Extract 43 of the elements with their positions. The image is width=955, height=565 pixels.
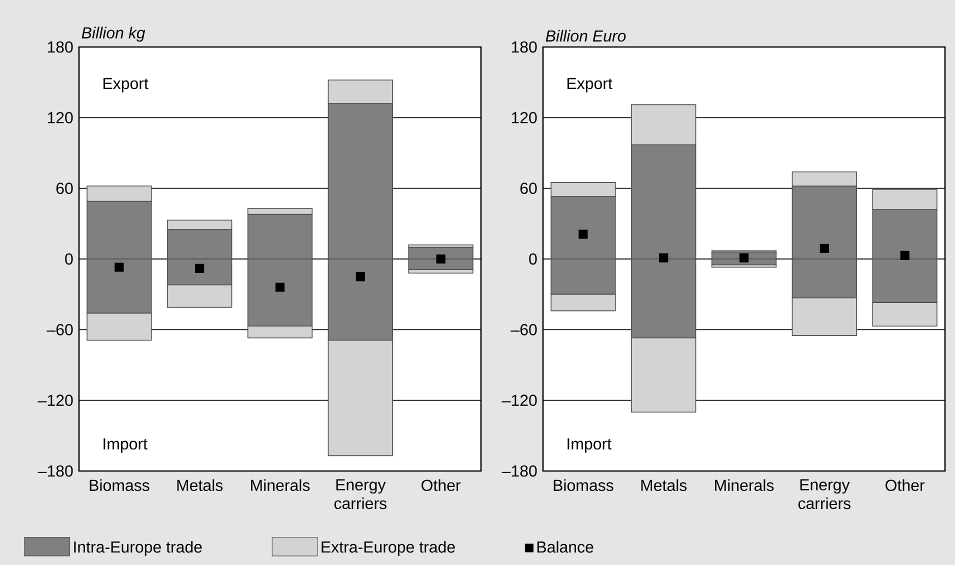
- annotation: Import: [104, 438, 148, 453]
- legend-label: Balance: [537, 540, 594, 553]
- x-tick-label: Metals: [641, 479, 687, 492]
- y-tick-label: 180: [512, 41, 537, 53]
- y-tick-label: 180: [48, 41, 73, 53]
- y-tick-label: 120: [512, 112, 537, 124]
- x-tick-label: Biomass: [554, 479, 614, 492]
- x-tick-label: Metals: [177, 479, 223, 492]
- annotation: Export: [104, 78, 148, 92]
- legend-label: Extra-Europe trade: [322, 540, 455, 556]
- point: [114, 262, 124, 272]
- point: [739, 253, 749, 262]
- x-tick-label: Other: [422, 479, 461, 492]
- x-tick-label: Biomass: [90, 479, 150, 492]
- x-tick-label: Minerals: [715, 479, 774, 492]
- x-tick-label: Other: [886, 479, 925, 492]
- y-tick-label: 60: [56, 182, 73, 194]
- y-tick-label: –180: [38, 465, 73, 477]
- y-tick-label: –180: [502, 465, 537, 477]
- y-tick-label: –120: [502, 394, 537, 406]
- y-axis-title: Billion kg: [82, 26, 146, 42]
- y-axis-title: Billion Euro: [546, 30, 626, 42]
- point: [275, 282, 285, 292]
- y-tick-label: –60: [510, 324, 537, 336]
- x-tick-label: Energy carriers: [334, 479, 386, 510]
- y-tick-label: –120: [38, 394, 73, 406]
- legend-label: Intra-Europe trade: [74, 540, 202, 556]
- x-tick-label: Minerals: [251, 479, 310, 492]
- x-tick-label: Energy carriers: [798, 479, 850, 510]
- y-tick-label: 0: [529, 253, 537, 265]
- point: [820, 244, 829, 253]
- annotation: Import: [568, 438, 612, 453]
- point: [900, 250, 910, 260]
- y-tick-label: 120: [48, 112, 73, 124]
- point: [578, 230, 588, 239]
- point: [356, 272, 365, 282]
- y-tick-label: 60: [520, 182, 537, 194]
- y-tick-label: –60: [46, 324, 73, 336]
- point: [659, 253, 668, 262]
- annotation: Export: [568, 78, 612, 92]
- point: [436, 254, 446, 264]
- y-tick-label: 0: [65, 253, 73, 265]
- point: [195, 264, 204, 273]
